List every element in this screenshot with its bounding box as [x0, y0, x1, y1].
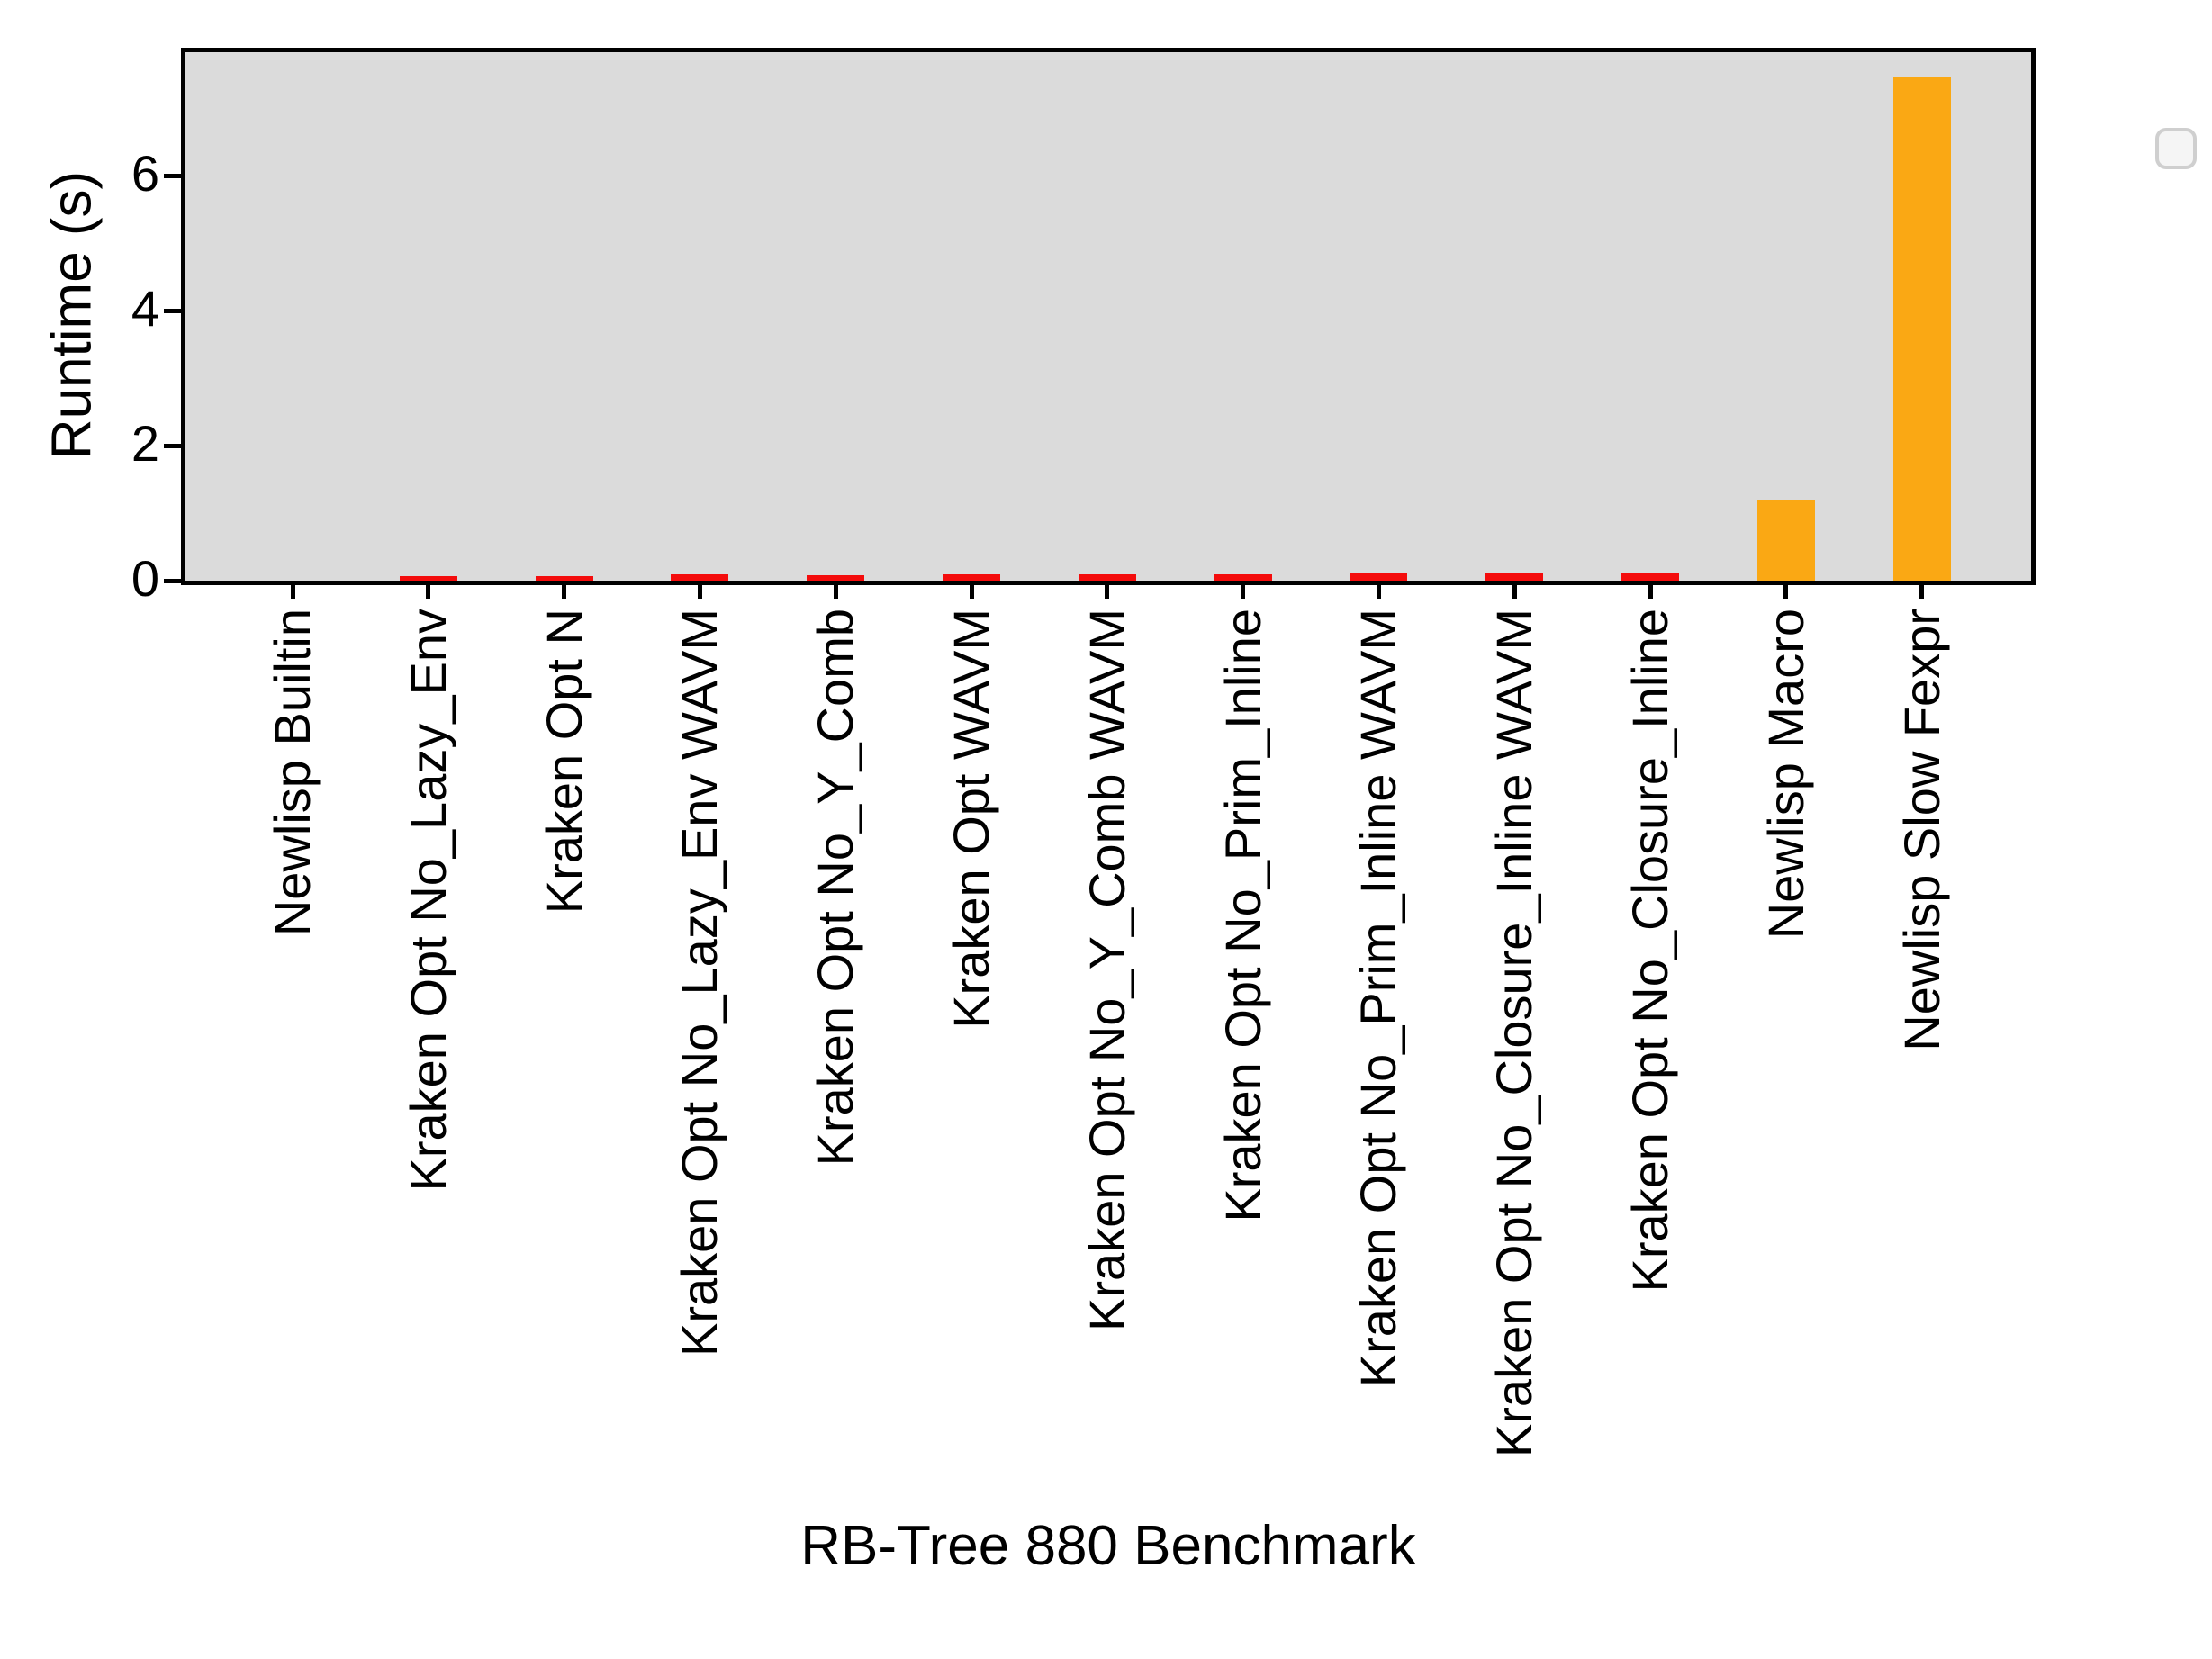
- x-axis-tick: [1648, 583, 1653, 599]
- x-axis-tick: [426, 583, 430, 599]
- bar: [807, 575, 864, 581]
- x-tick-label: Kraken Opt WAVM: [943, 609, 1000, 1029]
- y-tick-label: 2: [131, 414, 159, 472]
- x-axis-tick: [1241, 583, 1245, 599]
- x-tick-label: Kraken Opt No_Lazy_Env: [400, 609, 457, 1192]
- y-axis-tick: [164, 309, 181, 313]
- x-axis-tick: [1105, 583, 1109, 599]
- x-tick-label: Kraken Opt No_Prim_Inline: [1214, 609, 1272, 1222]
- bar: [400, 576, 457, 581]
- y-tick-label: 0: [131, 549, 159, 607]
- x-axis-tick: [834, 583, 838, 599]
- x-tick-label: Newlisp Slow Fexpr: [1893, 609, 1951, 1051]
- y-axis-tick: [164, 579, 181, 583]
- x-axis-label: RB-Tree 880 Benchmark: [800, 1515, 1416, 1577]
- y-axis-tick: [164, 174, 181, 178]
- y-axis-tick: [164, 444, 181, 448]
- x-tick-label: Kraken Opt No_Closure_Inline WAVM: [1485, 609, 1543, 1458]
- x-axis-tick: [1512, 583, 1517, 599]
- x-tick-label: Kraken Opt No_Y_Comb: [807, 609, 864, 1167]
- x-tick-label: Kraken Opt No_Y_Comb WAVM: [1079, 609, 1136, 1331]
- x-axis-tick: [1377, 583, 1381, 599]
- x-axis-tick: [291, 583, 295, 599]
- x-axis-tick: [1783, 583, 1788, 599]
- x-axis-tick: [1919, 583, 1924, 599]
- x-tick-label: Newlisp Builtin: [264, 609, 321, 937]
- bar: [943, 574, 1000, 581]
- bar: [1893, 77, 1951, 581]
- x-tick-label: Newlisp Macro: [1757, 609, 1815, 940]
- y-axis-label: Runtime (s): [41, 170, 104, 460]
- x-tick-label: Kraken Opt No_Closure_Inline: [1621, 609, 1679, 1293]
- x-axis-tick: [562, 583, 566, 599]
- legend-box: [2155, 128, 2197, 169]
- bar: [536, 576, 593, 581]
- bar: [671, 574, 728, 581]
- plot-area: [181, 48, 2197, 585]
- x-tick-label: Kraken Opt No_Lazy_Env WAVM: [671, 609, 728, 1357]
- bar: [1757, 500, 1815, 581]
- x-tick-label: Kraken Opt No_Prim_Inline WAVM: [1350, 609, 1407, 1388]
- x-axis-tick: [970, 583, 974, 599]
- bar: [1079, 574, 1136, 581]
- y-tick-label: 6: [131, 144, 159, 202]
- bar: [1350, 573, 1407, 581]
- x-tick-label: Kraken Opt N: [536, 609, 593, 915]
- bar: [1214, 574, 1272, 581]
- y-tick-label: 4: [131, 279, 159, 337]
- x-axis-tick: [698, 583, 702, 599]
- bar: [1485, 573, 1543, 581]
- bar: [1621, 573, 1679, 581]
